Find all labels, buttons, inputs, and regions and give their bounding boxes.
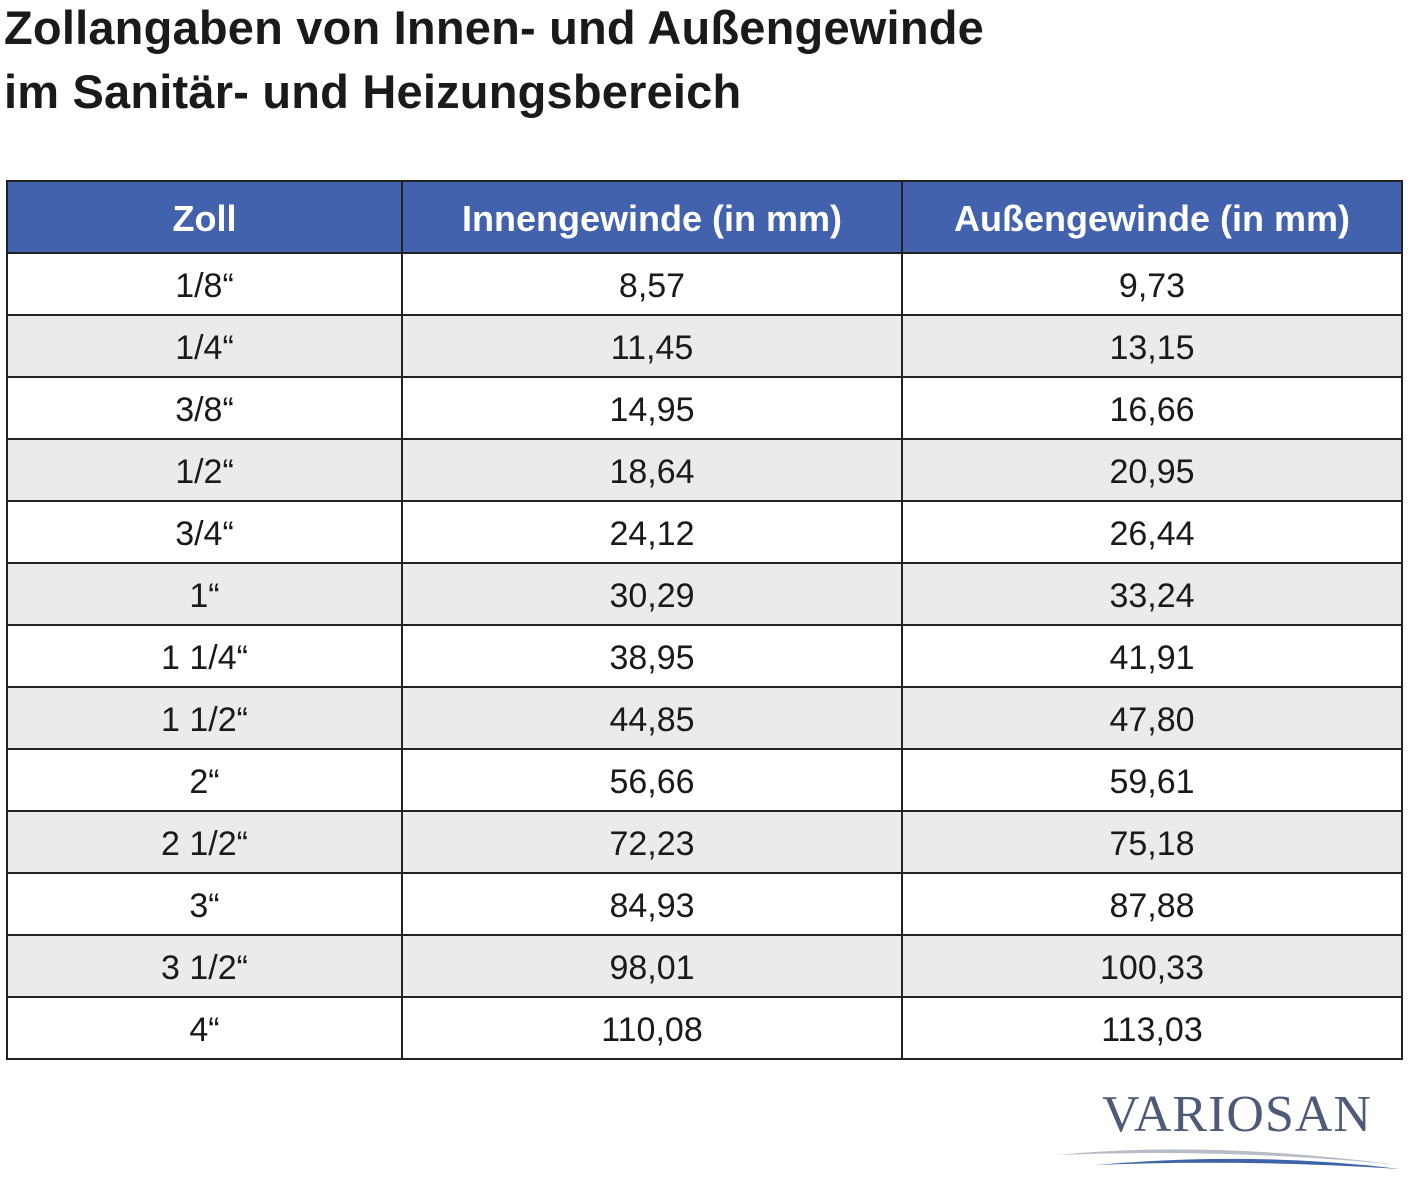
table-cell: 2 1/2“ <box>6 810 403 874</box>
table-cell: 1 1/4“ <box>6 624 403 688</box>
table-cell: 110,08 <box>401 996 903 1060</box>
table-cell: 9,73 <box>901 252 1403 316</box>
table-cell: 20,95 <box>901 438 1403 502</box>
table-cell: 100,33 <box>901 934 1403 998</box>
table-row: 3/4“ 24,12 26,44 <box>6 500 1403 564</box>
table-cell: 113,03 <box>901 996 1403 1060</box>
table-cell: 16,66 <box>901 376 1403 440</box>
table-row: 1/8“ 8,57 9,73 <box>6 252 1403 316</box>
table-row: 1 1/4“ 38,95 41,91 <box>6 624 1403 688</box>
table-row: 2“ 56,66 59,61 <box>6 748 1403 812</box>
table-cell: 3“ <box>6 872 403 936</box>
table-row: 1/4“ 11,45 13,15 <box>6 314 1403 378</box>
logo-swoosh <box>1057 1149 1400 1169</box>
table-row: 1“ 30,29 33,24 <box>6 562 1403 626</box>
table-cell: 1/4“ <box>6 314 403 378</box>
table-cell: 47,80 <box>901 686 1403 750</box>
table-cell: 4“ <box>6 996 403 1060</box>
table-row: 4“ 110,08 113,03 <box>6 996 1403 1060</box>
table-cell: 56,66 <box>401 748 903 812</box>
table-cell: 1/2“ <box>6 438 403 502</box>
table-cell: 87,88 <box>901 872 1403 936</box>
table-cell: 44,85 <box>401 686 903 750</box>
table-cell: 1/8“ <box>6 252 403 316</box>
table-cell: 84,93 <box>401 872 903 936</box>
table-cell: 13,15 <box>901 314 1403 378</box>
column-header: Zoll <box>6 180 403 254</box>
table-cell: 30,29 <box>401 562 903 626</box>
table-cell: 24,12 <box>401 500 903 564</box>
table-row: 3 1/2“ 98,01 100,33 <box>6 934 1403 998</box>
column-header: Außengewinde (in mm) <box>901 180 1403 254</box>
logo: VARIOSAN <box>1055 1085 1405 1175</box>
title: Zollangaben von Innen- und Außengewinde … <box>4 0 984 124</box>
table-cell: 26,44 <box>901 500 1403 564</box>
title-line: Zollangaben von Innen- und Außengewinde <box>4 1 984 54</box>
logo-text: VARIOSAN <box>1102 1086 1372 1143</box>
table-cell: 3/4“ <box>6 500 403 564</box>
table-cell: 1“ <box>6 562 403 626</box>
table-row: 1/2“ 18,64 20,95 <box>6 438 1403 502</box>
table-cell: 1 1/2“ <box>6 686 403 750</box>
table-row: 3/8“ 14,95 16,66 <box>6 376 1403 440</box>
table-cell: 11,45 <box>401 314 903 378</box>
table-cell: 59,61 <box>901 748 1403 812</box>
title-line: im Sanitär- und Heizungsbereich <box>4 65 742 118</box>
table-cell: 33,24 <box>901 562 1403 626</box>
table-cell: 72,23 <box>401 810 903 874</box>
table-row: 3“ 84,93 87,88 <box>6 872 1403 936</box>
table-cell: 8,57 <box>401 252 903 316</box>
table-cell: 98,01 <box>401 934 903 998</box>
table-cell: 2“ <box>6 748 403 812</box>
thread-table: Zoll Innengewinde (in mm) Außengewinde (in… <box>6 180 1403 1060</box>
table-row: 2 1/2“ 72,23 75,18 <box>6 810 1403 874</box>
table-cell: 18,64 <box>401 438 903 502</box>
table-cell: 41,91 <box>901 624 1403 688</box>
table-row: 1 1/2“ 44,85 47,80 <box>6 686 1403 750</box>
table-cell: 3 1/2“ <box>6 934 403 998</box>
table-cell: 14,95 <box>401 376 903 440</box>
table-cell: 3/8“ <box>6 376 403 440</box>
table-cell: 75,18 <box>901 810 1403 874</box>
table-cell: 38,95 <box>401 624 903 688</box>
column-header: Innengewinde (in mm) <box>401 180 903 254</box>
header-row: Zoll Innengewinde (in mm) Außengewinde (in… <box>6 180 1403 254</box>
